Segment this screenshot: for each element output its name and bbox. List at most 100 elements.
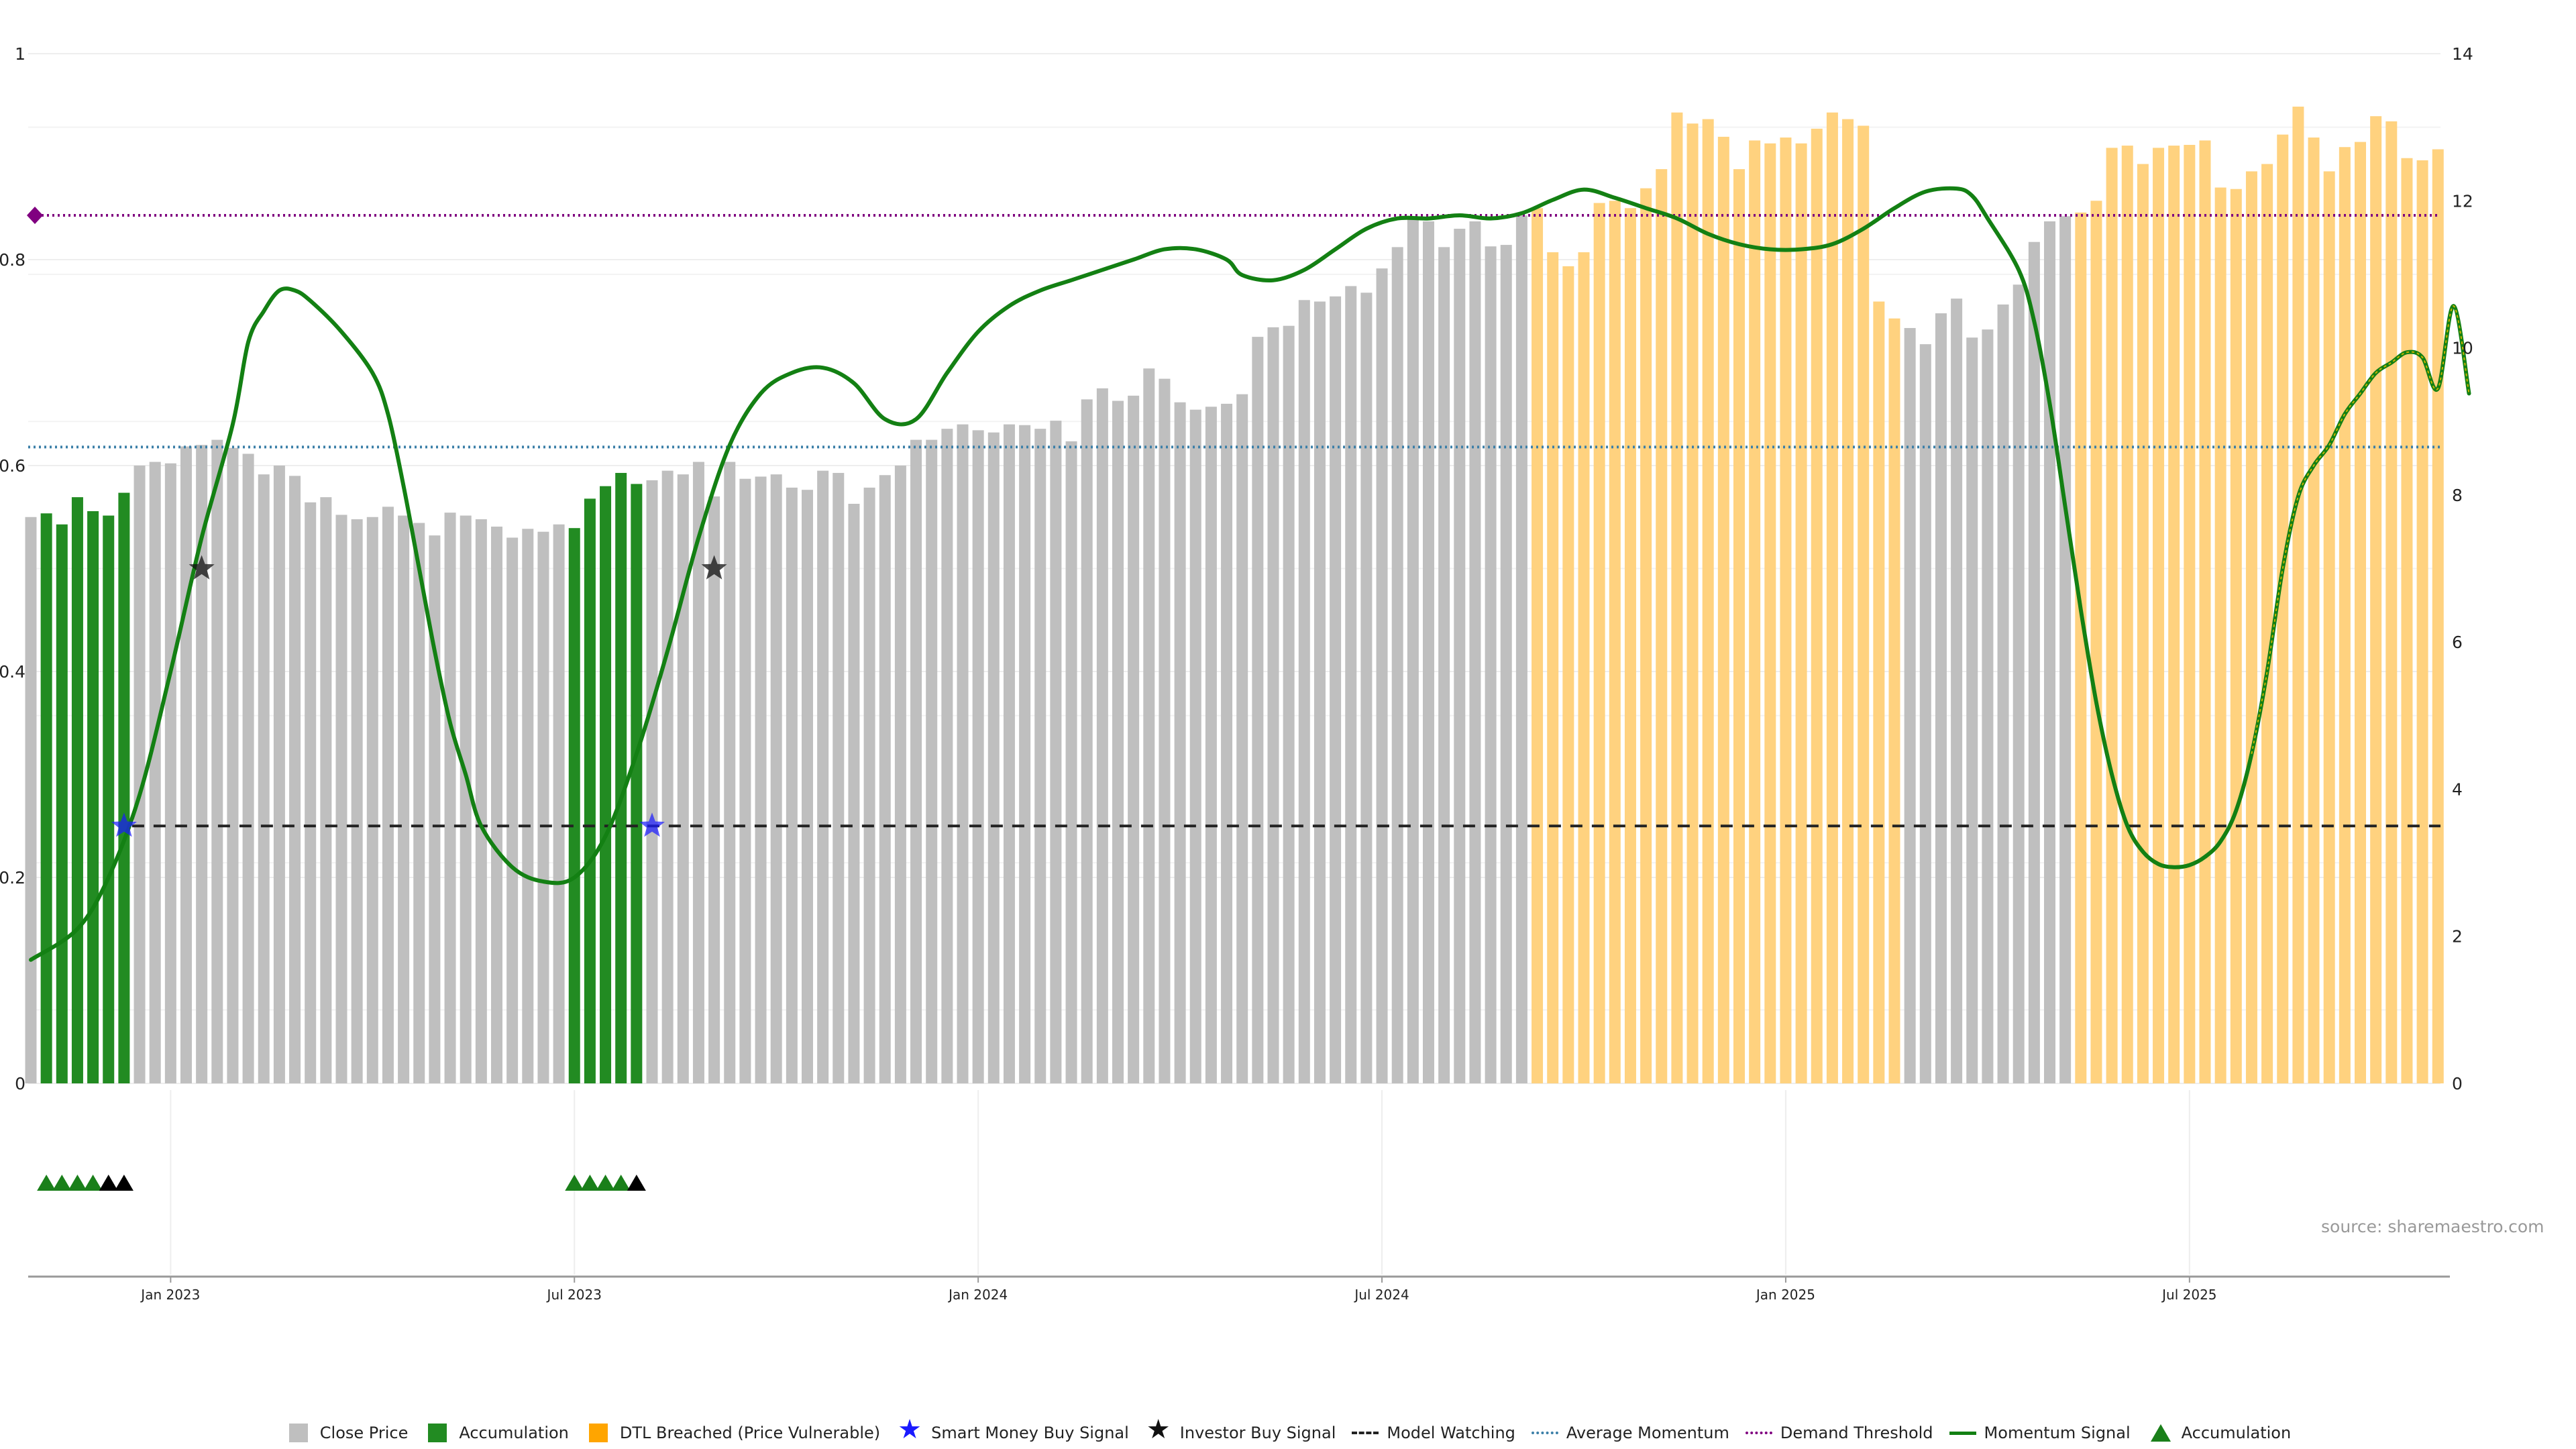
close-price-bar xyxy=(1423,221,1434,1083)
dtl-breached-bar xyxy=(2432,149,2444,1083)
close-price-bar xyxy=(1050,421,1062,1083)
accumulation-bar xyxy=(56,524,68,1083)
close-price-bar xyxy=(1438,247,1450,1083)
x-tick-label: Jul 2025 xyxy=(2161,1287,2216,1303)
close-price-bar xyxy=(1515,215,1527,1083)
left-tick-label: 0.4 xyxy=(0,662,25,682)
close-price-bar xyxy=(941,429,953,1083)
close-price-bar xyxy=(724,462,736,1083)
dtl-breached-bar xyxy=(2401,158,2413,1083)
close-price-bar xyxy=(1252,337,1264,1083)
close-price-bar xyxy=(1951,299,1963,1083)
close-price-bar xyxy=(2012,284,2025,1083)
dtl-breached-bar xyxy=(2137,164,2149,1084)
dtl-breached-bar xyxy=(1702,119,1714,1083)
close-price-bar xyxy=(802,490,813,1083)
legend-demand-threshold-label: Demand Threshold xyxy=(1780,1424,1933,1442)
legend-accumulation-marker: Accumulation xyxy=(2147,1423,2291,1443)
close-price-bar xyxy=(1919,344,1931,1083)
close-price-bar xyxy=(957,424,969,1083)
close-price-bar xyxy=(429,535,441,1083)
chart-legend: Close Price Accumulation DTL Breached (P… xyxy=(0,1414,2576,1449)
close-price-bar xyxy=(180,446,192,1083)
close-price-bar xyxy=(522,529,534,1083)
dtl-breached-bar xyxy=(2308,137,2320,1083)
dtl-breached-bar xyxy=(1671,112,1683,1084)
close-price-bar xyxy=(1003,424,1015,1083)
close-price-bar xyxy=(351,519,363,1083)
close-price-bar xyxy=(475,519,487,1083)
dtl-breached-bar xyxy=(1780,137,1792,1083)
close-price-bar xyxy=(1267,327,1279,1083)
close-price-bar xyxy=(553,524,565,1083)
close-price-bar xyxy=(2059,216,2072,1084)
accumulation-bar xyxy=(615,472,627,1083)
dtl-breached-bar xyxy=(2153,148,2165,1083)
dtl-breached-bar xyxy=(2261,164,2273,1084)
accumulation-bar xyxy=(87,511,99,1083)
close-price-bar xyxy=(2044,221,2055,1083)
close-price-bar xyxy=(1034,429,1046,1083)
dtl-breached-bar xyxy=(1811,128,1823,1084)
green-triangle-icon xyxy=(2150,1424,2171,1442)
right-tick-label: 4 xyxy=(2452,780,2463,799)
dtl-breached-bar xyxy=(2168,146,2180,1083)
close-price-bar xyxy=(848,504,860,1083)
close-price-bar xyxy=(863,487,875,1083)
accumulation-marker xyxy=(596,1175,615,1191)
close-price-bar xyxy=(708,496,720,1083)
dtl-breached-bar xyxy=(1686,123,1699,1083)
close-price-bar xyxy=(227,447,239,1083)
dtl-breached-bar xyxy=(1547,252,1559,1084)
dtl-breached-bar xyxy=(1858,125,1870,1084)
left-tick-label: 0.2 xyxy=(0,868,25,888)
close-price-bar xyxy=(506,537,519,1083)
right-tick-label: 8 xyxy=(2452,486,2463,505)
left-tick-label: 1 xyxy=(15,44,25,64)
close-price-bar xyxy=(692,462,704,1083)
close-price-bar xyxy=(1236,394,1248,1083)
right-tick-label: 2 xyxy=(2452,927,2463,947)
close-price-bar xyxy=(1407,219,1419,1084)
close-price-bar xyxy=(1283,325,1295,1083)
accumulation-marker xyxy=(565,1175,584,1191)
close-price-bar xyxy=(755,476,767,1083)
dtl-breached-bar xyxy=(1532,208,1544,1083)
dtl-breached-bar xyxy=(1888,318,1900,1083)
legend-model-watching-label: Model Watching xyxy=(1387,1424,1515,1442)
close-price-bar xyxy=(1935,313,1947,1083)
demand-threshold-diamond xyxy=(27,206,43,224)
close-price-bar xyxy=(2028,241,2040,1084)
close-price-bar xyxy=(987,432,1000,1083)
dtl-breached-bar xyxy=(2292,106,2304,1083)
right-tick-label: 14 xyxy=(2452,44,2473,64)
right-tick-label: 10 xyxy=(2452,339,2473,358)
close-price-bar xyxy=(910,439,922,1083)
right-tick-label: 12 xyxy=(2452,191,2473,211)
momentum-signal-line xyxy=(29,186,2471,962)
dtl-breached-bar xyxy=(1609,201,1621,1084)
close-price-bar xyxy=(25,517,37,1083)
dtl-breached-bar xyxy=(1749,140,1761,1084)
black-star-icon: ★ xyxy=(1146,1414,1171,1445)
close-price-bar xyxy=(460,515,472,1083)
legend-close-price-label: Close Price xyxy=(319,1424,409,1442)
dtl-breached-bar xyxy=(2370,116,2382,1084)
close-price-bar xyxy=(786,487,798,1083)
x-tick-label: Jan 2025 xyxy=(1755,1287,1815,1303)
close-price-bar xyxy=(305,502,317,1083)
close-price-bar xyxy=(164,463,176,1083)
accumulation-marker xyxy=(37,1175,56,1191)
accumulation-bar xyxy=(631,484,643,1083)
dtl-breached-bar xyxy=(1640,188,1652,1083)
legend-momentum-signal: Momentum Signal xyxy=(1949,1423,2131,1443)
dtl-breached-bar xyxy=(2121,146,2133,1083)
close-price-bar xyxy=(1159,378,1171,1084)
investor-buy-star xyxy=(701,555,727,580)
dtl-breached-bar xyxy=(2339,147,2351,1083)
close-price-bar xyxy=(894,466,906,1083)
accumulation-marker xyxy=(580,1175,600,1191)
dtl-breached-bar xyxy=(2323,171,2335,1083)
close-price-bar xyxy=(1112,400,1124,1083)
